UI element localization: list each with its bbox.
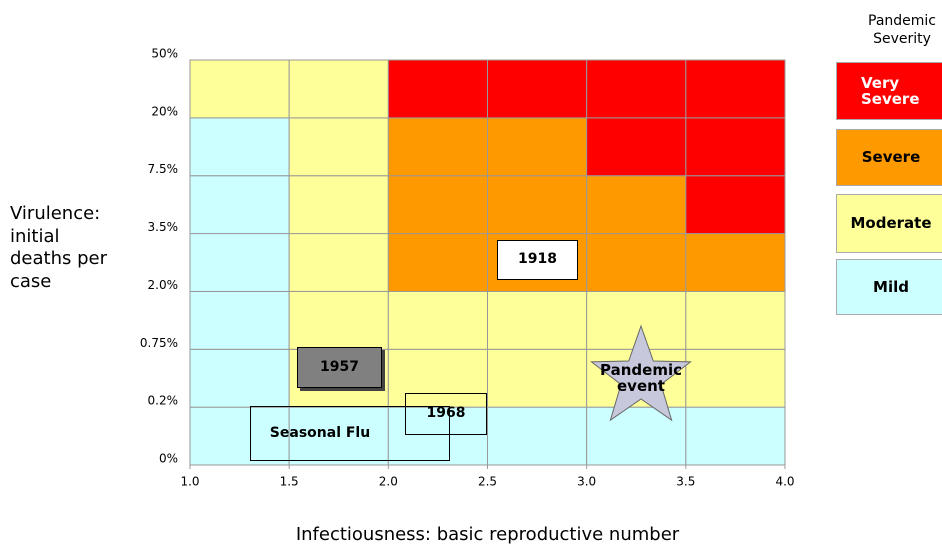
- cell: [189, 348, 290, 408]
- cell: [189, 290, 290, 350]
- cell: [586, 117, 687, 177]
- cell: [288, 406, 389, 466]
- cell: [288, 233, 389, 292]
- y-tick-label: 0.2%: [148, 394, 179, 408]
- cell: [487, 59, 588, 119]
- legend-title: Pandemic Severity: [868, 13, 936, 47]
- x-tick-label: 2.0: [379, 475, 398, 489]
- cell: [288, 59, 389, 119]
- cell: [189, 117, 290, 177]
- y-tick-label: 3.5%: [148, 220, 179, 234]
- cell: [586, 233, 687, 292]
- cell: [387, 175, 489, 235]
- cell: [685, 406, 786, 466]
- cell: [685, 290, 786, 350]
- y-axis-label: Virulence: initial deaths per case: [10, 203, 107, 292]
- cell: [685, 175, 786, 235]
- annotation: Seasonal Flu: [250, 406, 450, 461]
- x-tick-label: 3.0: [577, 475, 596, 489]
- cell: [487, 348, 588, 408]
- legend-item: Severe: [836, 129, 942, 186]
- cell: [586, 406, 687, 466]
- cell: [487, 117, 588, 177]
- y-tick-label: 0%: [159, 452, 178, 466]
- y-tick-label: 20%: [151, 104, 178, 118]
- y-tick-label: 7.5%: [148, 162, 179, 176]
- annotation: 1918: [497, 240, 578, 280]
- cell: [685, 117, 786, 177]
- cell: [189, 59, 290, 119]
- x-tick-label: 4.0: [775, 475, 794, 489]
- cell: [189, 233, 290, 292]
- x-tick-label: 1.5: [280, 475, 299, 489]
- cell: [487, 406, 588, 466]
- y-tick-label: 2.0%: [148, 278, 179, 292]
- cell: [586, 59, 687, 119]
- x-axis-label: Infectiousness: basic reproductive numbe…: [295, 524, 680, 545]
- annotation: Pandemic event: [600, 360, 682, 395]
- cell: [387, 290, 489, 350]
- cell: [387, 233, 489, 292]
- cell: [586, 175, 687, 235]
- cell: [288, 290, 389, 350]
- cell: [487, 175, 588, 235]
- x-tick-label: 2.5: [478, 475, 497, 489]
- star: [590, 324, 692, 422]
- cell: [189, 175, 290, 235]
- y-tick-label: 50%: [151, 47, 178, 61]
- annotation: 1968: [405, 393, 487, 435]
- cell: [387, 59, 489, 119]
- cell: [685, 348, 786, 408]
- y-tick-label: 0.75%: [140, 336, 178, 350]
- annotation: 1957: [297, 347, 382, 388]
- cell: [288, 117, 389, 177]
- legend-item: Mild: [836, 259, 942, 315]
- cell: [685, 59, 786, 119]
- x-tick-label: 3.5: [676, 475, 695, 489]
- cell: [487, 290, 588, 350]
- cell: [288, 175, 389, 235]
- x-tick-label: 1.0: [180, 475, 199, 489]
- cell: [189, 406, 290, 466]
- legend-item: Moderate: [836, 194, 942, 253]
- cell: [685, 233, 786, 292]
- legend-item: Very Severe: [836, 62, 942, 120]
- cell: [387, 117, 489, 177]
- cell: [387, 348, 489, 408]
